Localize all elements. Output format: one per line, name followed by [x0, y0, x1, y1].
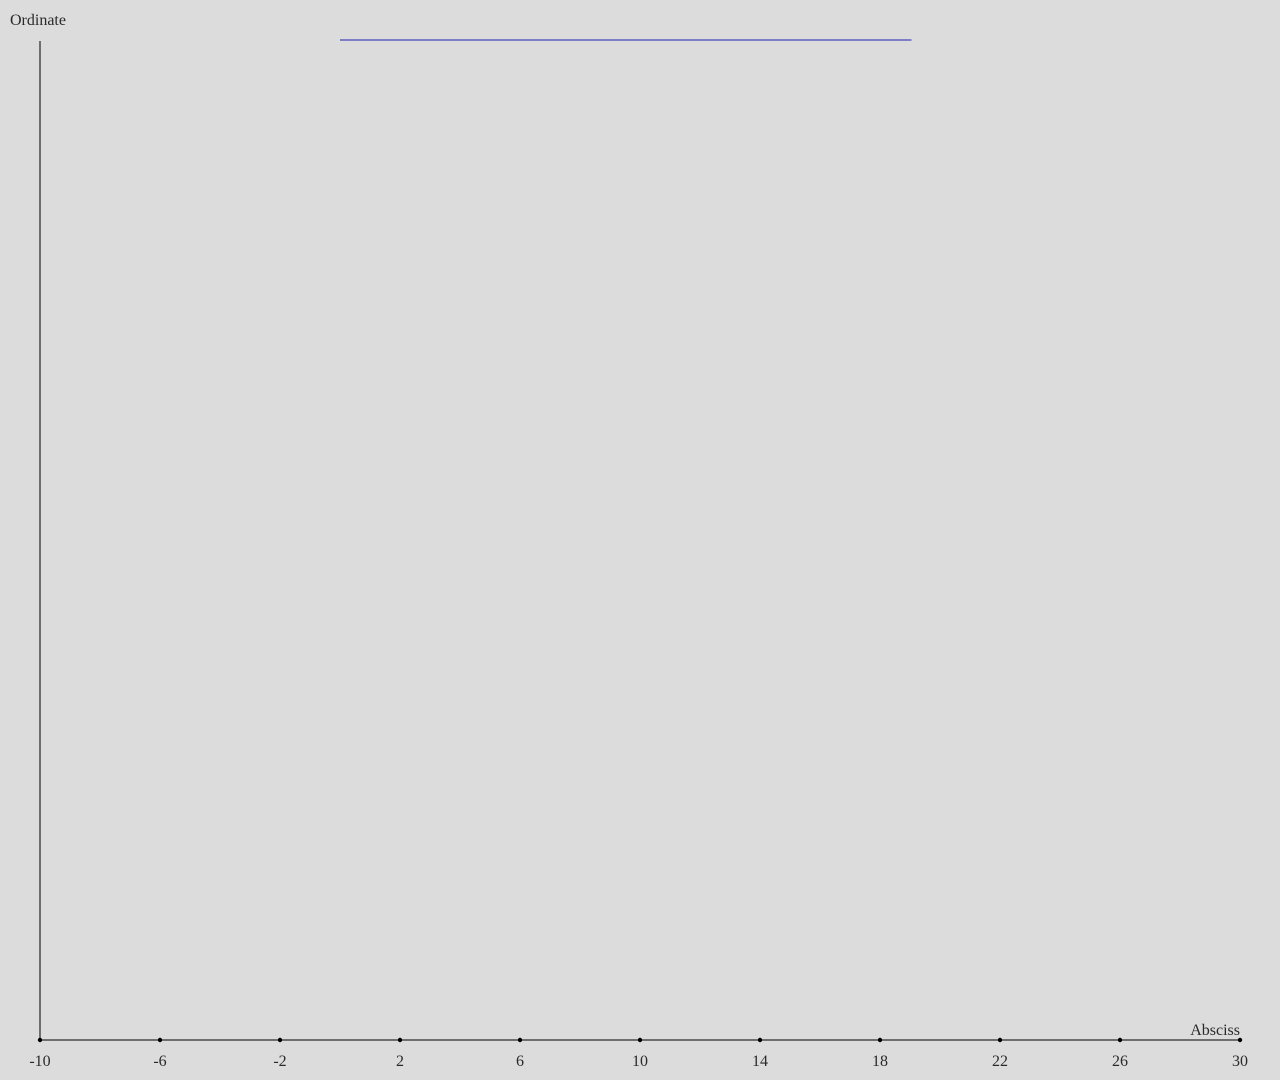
x-tick-label: 6	[516, 1053, 524, 1070]
x-tick-mark	[997, 1037, 1003, 1043]
x-tick-label: -6	[153, 1053, 166, 1070]
x-tick-mark	[877, 1037, 883, 1043]
x-ticks: -10 -6 -2 2 6 10 14 18 22 26 30	[29, 1037, 1248, 1070]
x-axis-label: Absciss	[1190, 1022, 1240, 1039]
x-tick-mark	[637, 1037, 643, 1043]
x-tick-label: 30	[1232, 1053, 1248, 1070]
x-tick-label: 26	[1112, 1053, 1128, 1070]
x-tick-mark	[397, 1037, 403, 1043]
x-tick-label: 22	[992, 1053, 1008, 1070]
x-tick-mark	[277, 1037, 283, 1043]
x-tick-label: -2	[273, 1053, 286, 1070]
x-tick-mark	[37, 1037, 43, 1043]
x-tick-mark	[1117, 1037, 1123, 1043]
x-tick-label: 18	[872, 1053, 888, 1070]
x-tick-mark	[757, 1037, 763, 1043]
x-tick-label: 10	[632, 1053, 648, 1070]
x-tick-mark	[1237, 1037, 1243, 1043]
x-tick-mark	[157, 1037, 163, 1043]
y-axis-label: Ordinate	[10, 12, 66, 29]
x-tick-label: -10	[29, 1053, 50, 1070]
x-tick-label: 2	[396, 1053, 404, 1070]
x-tick-mark	[517, 1037, 523, 1043]
x-tick-label: 14	[752, 1053, 768, 1070]
